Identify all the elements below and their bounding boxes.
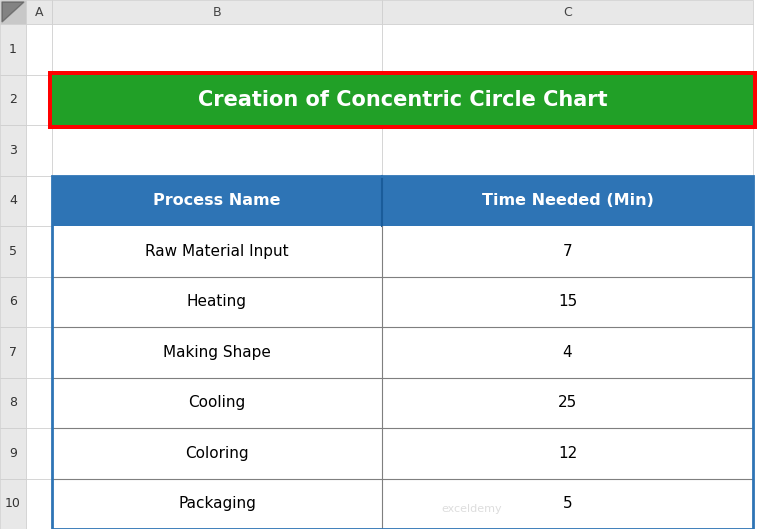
Bar (52, 327, 382, 378)
Bar (52, 479, 382, 529)
Bar (52, 428, 382, 479)
Bar (52, 226, 382, 277)
Bar (0, 176, 26, 226)
Text: 15: 15 (558, 294, 577, 309)
Bar (52, 378, 382, 428)
Bar (382, 327, 753, 378)
Bar (48, 70, 757, 129)
Bar (26, 226, 52, 277)
Bar (52, 428, 382, 479)
Bar (52, 125, 382, 176)
Bar (26, 479, 52, 529)
Bar (0, 75, 26, 125)
Bar (382, 125, 753, 176)
Text: Coloring: Coloring (185, 446, 249, 461)
Text: 5: 5 (563, 496, 572, 511)
Bar (0, 378, 26, 428)
Bar (26, 24, 52, 75)
Text: 5: 5 (9, 245, 17, 258)
Bar (52, 75, 753, 125)
Text: 7: 7 (563, 244, 572, 259)
Bar (52, 378, 382, 428)
Bar (0, 24, 26, 75)
Text: 2: 2 (9, 93, 17, 106)
Bar (52, 75, 382, 125)
Text: Creation of Concentric Circle Chart: Creation of Concentric Circle Chart (198, 90, 607, 110)
Text: 9: 9 (9, 447, 17, 460)
Bar (382, 428, 753, 479)
Bar (52, 176, 753, 529)
Text: Making Shape: Making Shape (163, 345, 271, 360)
Bar (26, 277, 52, 327)
Bar (52, 226, 382, 277)
Text: 4: 4 (563, 345, 572, 360)
Bar (382, 176, 753, 226)
Text: Raw Material Input: Raw Material Input (145, 244, 289, 259)
Bar (52, 176, 382, 226)
Text: 8: 8 (9, 396, 17, 409)
Bar (0, 428, 26, 479)
Bar (26, 327, 52, 378)
Text: 12: 12 (558, 446, 577, 461)
Bar (0, 125, 26, 176)
Bar (26, 125, 52, 176)
Bar (382, 327, 753, 378)
Bar (26, 176, 52, 226)
Text: B: B (212, 5, 222, 19)
Bar (0, 327, 26, 378)
Polygon shape (2, 2, 24, 22)
Text: Heating: Heating (187, 294, 247, 309)
Text: A: A (35, 5, 43, 19)
Bar (382, 226, 753, 277)
Bar (382, 226, 753, 277)
Bar (52, 176, 382, 226)
Bar (382, 75, 753, 125)
Bar (0, 479, 26, 529)
Bar (52, 24, 382, 75)
Bar (382, 378, 753, 428)
Text: 7: 7 (9, 346, 17, 359)
Text: C: C (563, 5, 572, 19)
Text: 1: 1 (9, 43, 17, 56)
Text: Cooling: Cooling (189, 395, 245, 411)
Bar (382, 479, 753, 529)
Bar (382, 277, 753, 327)
Text: 3: 3 (9, 144, 17, 157)
Bar (0, 0, 26, 24)
Bar (26, 75, 52, 125)
Bar (382, 479, 753, 529)
Text: Time Needed (Min): Time Needed (Min) (482, 193, 653, 208)
Text: 4: 4 (9, 194, 17, 207)
Bar (52, 479, 382, 529)
Bar (52, 277, 382, 327)
Bar (0, 226, 26, 277)
Text: Packaging: Packaging (178, 496, 256, 511)
Bar (0, 277, 26, 327)
Bar (52, 0, 382, 24)
Text: Process Name: Process Name (153, 193, 281, 208)
Bar (52, 277, 382, 327)
Bar (26, 0, 52, 24)
Text: 25: 25 (558, 395, 577, 411)
Bar (382, 277, 753, 327)
Bar (26, 378, 52, 428)
Text: 6: 6 (9, 295, 17, 308)
Bar (26, 428, 52, 479)
Text: 10: 10 (5, 497, 21, 510)
Bar (382, 24, 753, 75)
Text: exceldemy: exceldemy (442, 504, 502, 514)
Bar (52, 327, 382, 378)
Bar (382, 378, 753, 428)
Bar (382, 176, 753, 226)
Bar (382, 428, 753, 479)
Bar (382, 0, 753, 24)
